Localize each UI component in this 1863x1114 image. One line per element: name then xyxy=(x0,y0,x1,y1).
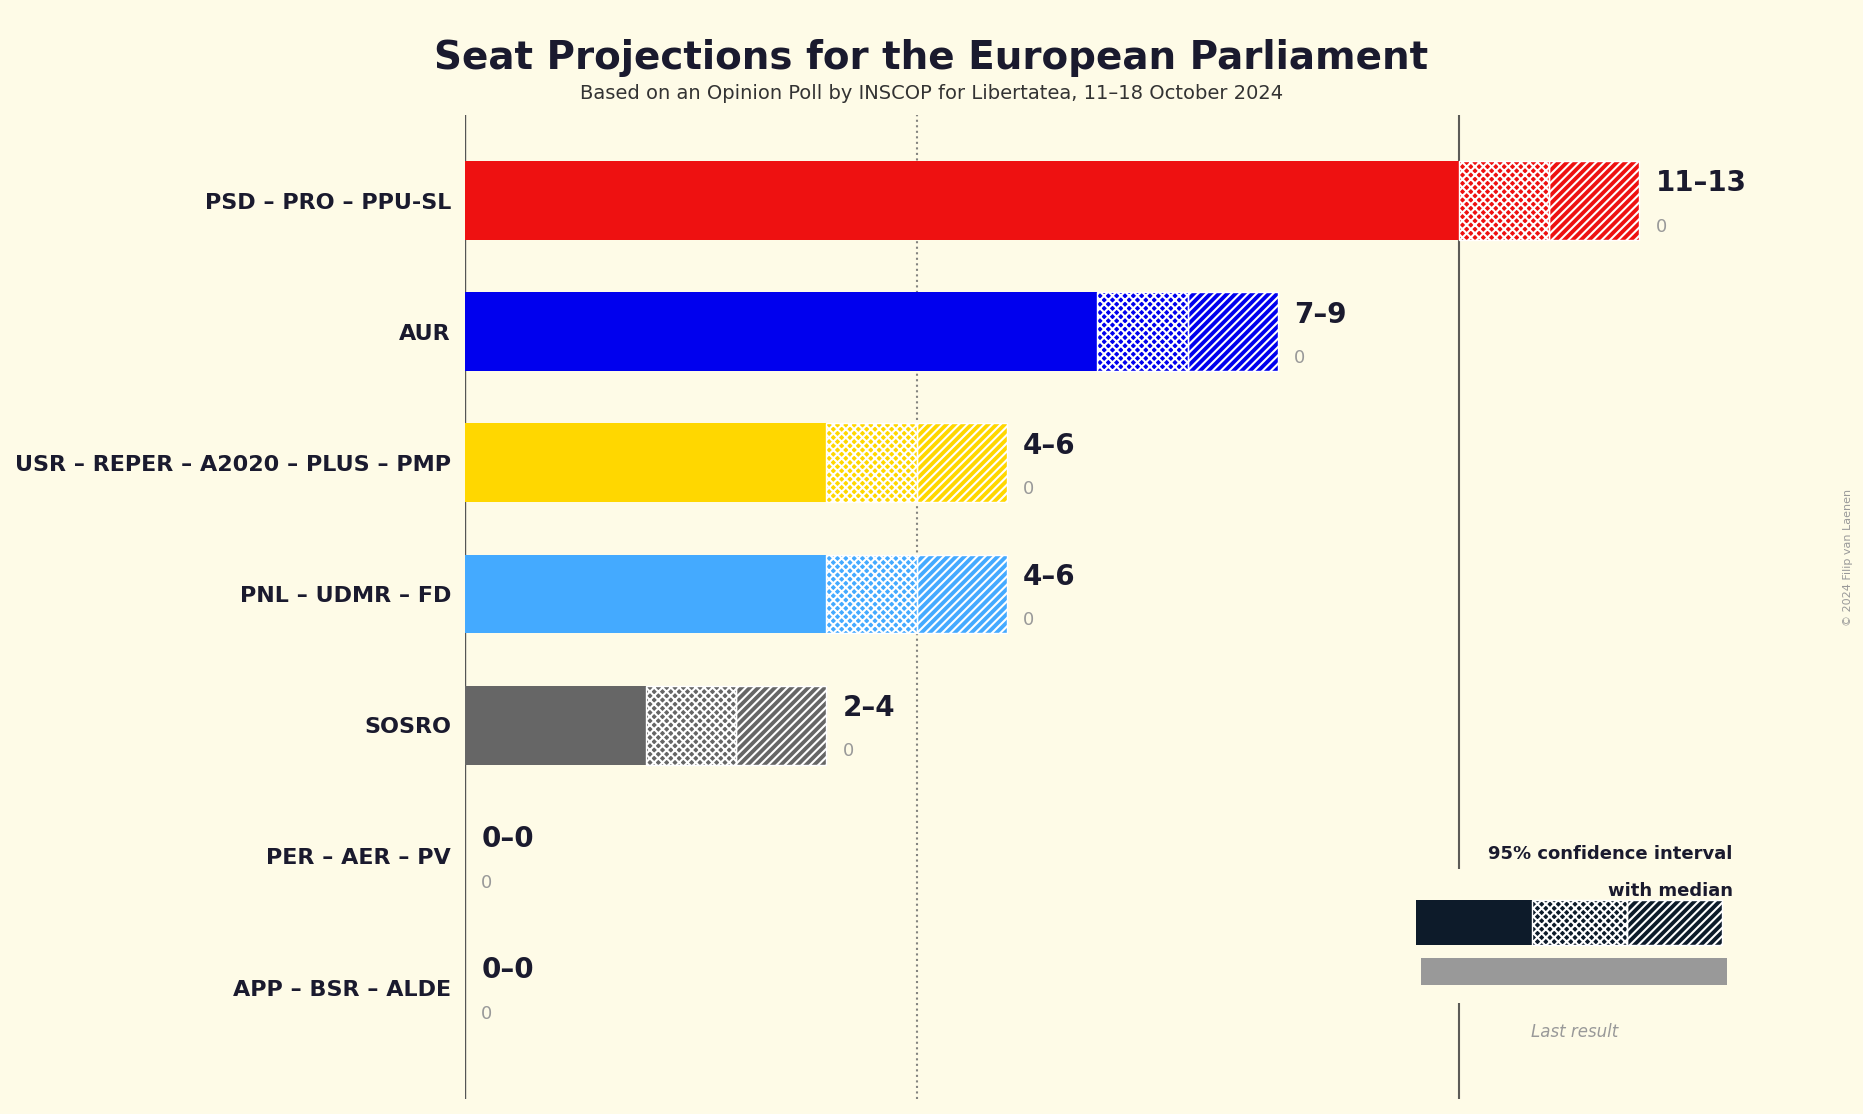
Bar xyxy=(1626,900,1721,945)
Text: 0: 0 xyxy=(1023,612,1034,629)
Text: 0: 0 xyxy=(1656,217,1667,236)
Bar xyxy=(917,423,1008,502)
Text: 0–0: 0–0 xyxy=(481,825,535,853)
Text: 0: 0 xyxy=(1023,480,1034,498)
Text: 0–0: 0–0 xyxy=(481,957,535,985)
Bar xyxy=(1187,292,1278,371)
Bar xyxy=(917,555,1008,634)
Text: 0: 0 xyxy=(481,873,492,891)
Bar xyxy=(1421,958,1727,985)
Text: Based on an Opinion Poll by INSCOP for Libertatea, 11–18 October 2024: Based on an Opinion Poll by INSCOP for L… xyxy=(579,84,1284,102)
Text: 2–4: 2–4 xyxy=(842,694,894,722)
Bar xyxy=(827,423,917,502)
Text: Seat Projections for the European Parliament: Seat Projections for the European Parlia… xyxy=(434,39,1429,77)
Text: 95% confidence interval: 95% confidence interval xyxy=(1489,846,1733,863)
Text: 0: 0 xyxy=(1295,349,1306,367)
Bar xyxy=(736,686,827,764)
Text: 7–9: 7–9 xyxy=(1295,301,1347,329)
Bar xyxy=(1459,162,1548,240)
Bar xyxy=(1531,900,1626,945)
Bar xyxy=(827,555,917,634)
Bar xyxy=(646,686,736,764)
Text: Last result: Last result xyxy=(1531,1023,1617,1040)
Bar xyxy=(466,162,1459,240)
Bar xyxy=(736,686,827,764)
Bar xyxy=(827,423,917,502)
Text: with median: with median xyxy=(1608,882,1733,900)
Bar xyxy=(1097,292,1187,371)
Bar xyxy=(466,423,827,502)
Bar xyxy=(466,555,827,634)
Text: 0: 0 xyxy=(842,742,853,761)
Bar xyxy=(1187,292,1278,371)
Bar xyxy=(827,555,917,634)
Bar xyxy=(1626,900,1721,945)
Bar xyxy=(1416,900,1531,945)
Bar xyxy=(1097,292,1187,371)
Bar xyxy=(917,555,1008,634)
Bar xyxy=(1548,162,1639,240)
Bar xyxy=(466,292,1097,371)
Text: 4–6: 4–6 xyxy=(1023,563,1075,590)
Text: © 2024 Filip van Laenen: © 2024 Filip van Laenen xyxy=(1843,488,1854,626)
Bar xyxy=(646,686,736,764)
Bar xyxy=(1531,900,1626,945)
Bar xyxy=(1548,162,1639,240)
Text: 4–6: 4–6 xyxy=(1023,432,1075,460)
Bar xyxy=(466,686,646,764)
Bar xyxy=(917,423,1008,502)
Text: 11–13: 11–13 xyxy=(1656,169,1747,197)
Bar xyxy=(1459,162,1548,240)
Text: 0: 0 xyxy=(481,1005,492,1023)
